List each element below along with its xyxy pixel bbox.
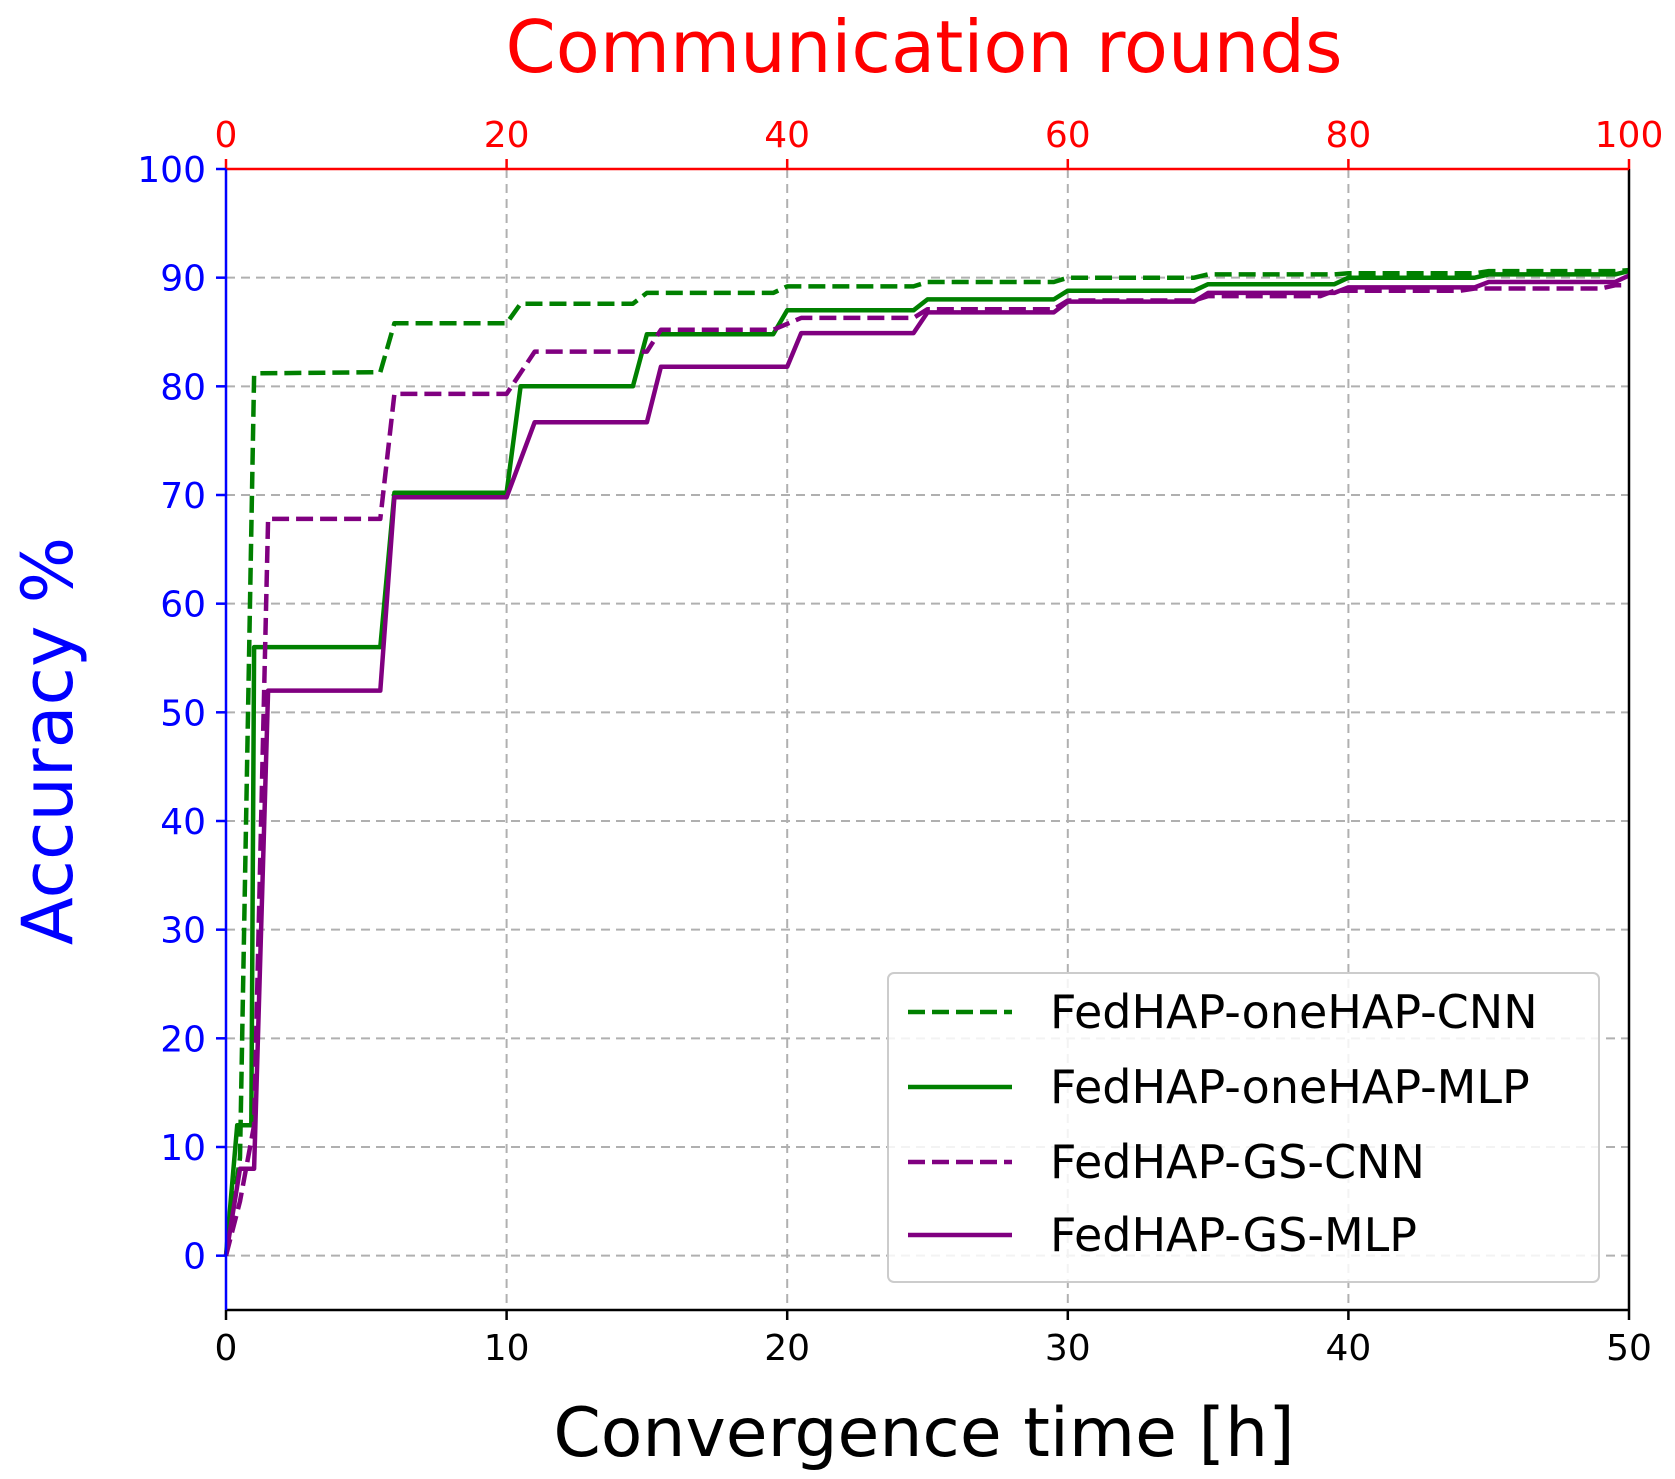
series-line-fedhap-gs-mlp (223, 273, 1630, 1257)
series-line-fedhap-onehap-cnn (223, 267, 1630, 1257)
series-lines (223, 267, 1630, 1257)
y-tick-label: 20 (160, 1019, 206, 1060)
x2-tick-label: 60 (1045, 115, 1091, 156)
x-tick-label: 20 (764, 1328, 810, 1369)
series-line-fedhap-onehap-mlp (223, 268, 1630, 1256)
y-tick-label: 80 (160, 367, 206, 408)
y-tick-label: 90 (160, 259, 206, 300)
x-axis-label: Convergence time [h] (553, 1394, 1294, 1473)
y-tick-label: 70 (160, 476, 206, 517)
y-tick-label: 40 (160, 802, 206, 843)
y-tick-label: 10 (160, 1128, 206, 1169)
x-tick-label: 0 (215, 1328, 238, 1369)
x-tick-label: 50 (1606, 1328, 1652, 1369)
x2-tick-label: 0 (215, 115, 238, 156)
legend-label: FedHAP-GS-MLP (1050, 1208, 1417, 1262)
legend-label: FedHAP-oneHAP-MLP (1050, 1060, 1530, 1114)
x-tick-label: 10 (484, 1328, 530, 1369)
top-axis-label: Communication rounds (506, 5, 1343, 89)
legend: FedHAP-oneHAP-CNN FedHAP-oneHAP-MLP FedHAP… (887, 972, 1600, 1283)
x-tick-label: 40 (1325, 1328, 1371, 1369)
y-tick-label: 30 (160, 911, 206, 952)
y-tick-label: 0 (183, 1237, 206, 1278)
x-tick-label: 30 (1045, 1328, 1091, 1369)
tick-labels: 0 10 20 30 40 500 20 40 60 80 10001020304050607080… (137, 115, 1663, 1369)
axes (224, 167, 1631, 1312)
x2-tick-label: 40 (764, 115, 810, 156)
legend-label: FedHAP-oneHAP-CNN (1050, 985, 1538, 1039)
legend-frame (887, 972, 1600, 1283)
series-line-fedhap-gs-cnn (223, 283, 1629, 1257)
y-axis-label: Accuracy % (7, 537, 89, 945)
x2-tick-label: 20 (484, 115, 530, 156)
y-tick-label: 60 (160, 585, 206, 626)
y-tick-label: 100 (137, 150, 206, 191)
y-tick-label: 50 (160, 693, 206, 734)
x2-tick-label: 80 (1325, 115, 1371, 156)
x2-tick-label: 100 (1595, 115, 1664, 156)
legend-label: FedHAP-GS-CNN (1050, 1135, 1425, 1189)
